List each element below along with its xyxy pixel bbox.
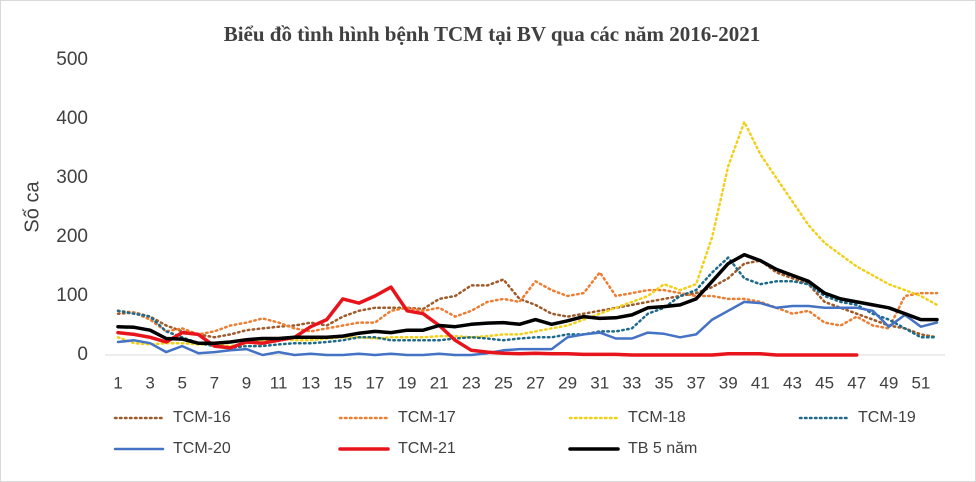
legend-label: TCM-20 xyxy=(173,440,231,457)
x-tick-label: 21 xyxy=(430,373,449,392)
x-tick-label: 27 xyxy=(526,373,545,392)
series-line xyxy=(116,285,859,357)
y-tick-label: 500 xyxy=(56,49,88,70)
legend-label: TCM-16 xyxy=(173,409,231,426)
series-line xyxy=(116,300,939,357)
x-tick-label: 25 xyxy=(494,373,513,392)
y-axis-label: Số ca xyxy=(21,181,43,233)
legend-label: TCM-21 xyxy=(398,440,456,457)
y-tick-label: 100 xyxy=(56,285,88,306)
legend-label: TCM-17 xyxy=(398,409,456,426)
legend-label: TCM-18 xyxy=(628,409,686,426)
series-line xyxy=(116,256,939,350)
x-tick-label: 47 xyxy=(847,373,866,392)
x-tick-label: 43 xyxy=(783,373,802,392)
series-line xyxy=(116,120,939,348)
x-tick-label: 1 xyxy=(113,373,122,392)
x-tick-label: 33 xyxy=(622,373,641,392)
x-tick-label: 45 xyxy=(815,373,834,392)
series-line xyxy=(116,271,939,336)
x-tick-label: 37 xyxy=(687,373,706,392)
x-tick-label: 13 xyxy=(301,373,320,392)
x-tick-label: 5 xyxy=(178,373,187,392)
x-tick-label: 17 xyxy=(365,373,384,392)
x-tick-label: 31 xyxy=(590,373,609,392)
y-tick-label: 200 xyxy=(56,226,88,247)
x-tick-label: 39 xyxy=(719,373,738,392)
series-line xyxy=(116,252,939,345)
x-tick-label: 11 xyxy=(270,373,288,392)
x-tick-label: 41 xyxy=(751,373,770,392)
y-tick-label: 0 xyxy=(77,344,88,365)
y-tick-label: 300 xyxy=(56,167,88,188)
x-tick-label: 49 xyxy=(879,373,898,392)
x-tick-label: 15 xyxy=(333,373,352,392)
y-tick-label: 400 xyxy=(56,108,88,129)
series-line xyxy=(116,259,939,339)
x-tick-label: 51 xyxy=(911,373,930,392)
x-tick-label: 3 xyxy=(145,373,154,392)
x-tick-label: 35 xyxy=(655,373,674,392)
x-tick-label: 23 xyxy=(462,373,481,392)
legend-label: TB 5 năm xyxy=(628,440,697,457)
x-tick-label: 7 xyxy=(210,373,219,392)
x-tick-label: 29 xyxy=(558,373,577,392)
x-tick-label: 9 xyxy=(242,373,251,392)
chart-title: Biểu đồ tình hình bệnh TCM tại BV qua cá… xyxy=(224,22,761,46)
legend-label: TCM-19 xyxy=(858,409,916,426)
x-tick-label: 19 xyxy=(398,373,417,392)
